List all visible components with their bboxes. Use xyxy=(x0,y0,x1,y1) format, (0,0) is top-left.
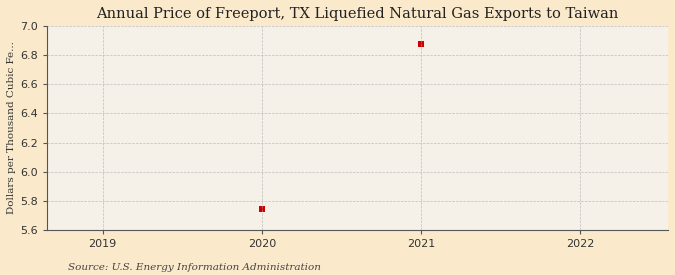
Title: Annual Price of Freeport, TX Liquefied Natural Gas Exports to Taiwan: Annual Price of Freeport, TX Liquefied N… xyxy=(97,7,619,21)
Y-axis label: Dollars per Thousand Cubic Fe...: Dollars per Thousand Cubic Fe... xyxy=(7,42,16,214)
Text: Source: U.S. Energy Information Administration: Source: U.S. Energy Information Administ… xyxy=(68,263,321,272)
